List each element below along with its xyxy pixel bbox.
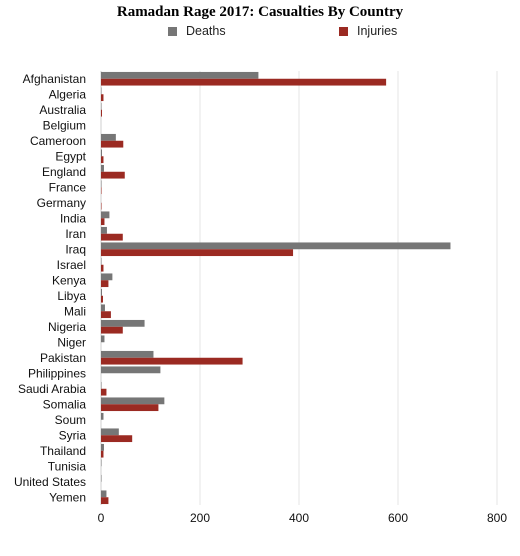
x-tick-label: 0	[98, 511, 105, 525]
category-label: Tunisia	[48, 459, 87, 473]
bar-injuries	[101, 388, 107, 396]
legend-swatch-injuries	[339, 26, 348, 36]
category-label: United States	[14, 475, 86, 489]
bar-injuries	[101, 156, 104, 164]
category-label: Afghanistan	[23, 72, 86, 86]
category-label: Philippines	[28, 366, 86, 380]
x-tick-label: 200	[190, 511, 210, 525]
legend-swatch-deaths	[168, 26, 177, 36]
bar-injuries	[101, 357, 243, 365]
category-label: Mali	[64, 304, 86, 318]
category-label: Algeria	[49, 87, 87, 101]
category-label: India	[60, 211, 86, 225]
bar-deaths	[101, 211, 110, 219]
bar-injuries	[101, 94, 104, 102]
chart-title: Ramadan Rage 2017: Casualties By Country	[116, 4, 404, 20]
bar-injuries	[101, 497, 109, 505]
bar-deaths	[101, 273, 113, 281]
bar-injuries	[101, 435, 133, 443]
bar-deaths	[101, 412, 104, 420]
category-label: Saudi Arabia	[18, 382, 86, 396]
bar-injuries	[101, 311, 111, 319]
legend-label-deaths: Deaths	[186, 24, 226, 38]
category-label: Belgium	[43, 118, 86, 132]
bar-injuries	[101, 295, 103, 303]
bar-deaths	[101, 288, 102, 296]
x-tick-label: 800	[487, 511, 507, 525]
bar-deaths	[101, 319, 145, 327]
bar-deaths	[101, 133, 116, 141]
bar-injuries	[101, 109, 102, 117]
bar-deaths	[101, 149, 102, 157]
category-label: Nigeria	[48, 320, 86, 334]
x-tick-label: 600	[388, 511, 408, 525]
bar-deaths	[101, 490, 107, 498]
bar-injuries	[101, 233, 123, 241]
legend-label-injuries: Injuries	[357, 24, 398, 38]
bar-deaths	[101, 428, 119, 436]
bar-deaths	[101, 335, 105, 343]
bar-deaths	[101, 226, 107, 234]
bar-deaths	[101, 350, 154, 358]
category-label: Thailand	[40, 444, 86, 458]
bar-deaths	[101, 304, 105, 312]
bar-deaths	[101, 443, 104, 451]
bar-injuries	[101, 249, 294, 257]
category-label: Niger	[57, 335, 86, 349]
category-label: England	[42, 165, 86, 179]
bar-injuries	[101, 450, 104, 458]
bar-injuries	[101, 404, 159, 412]
category-label: Yemen	[49, 490, 86, 504]
category-label: Somalia	[43, 397, 87, 411]
bar-injuries	[101, 171, 125, 179]
bar-injuries	[101, 78, 387, 86]
category-label: Soum	[55, 413, 86, 427]
bar-injuries	[101, 218, 105, 226]
category-label: Israel	[57, 258, 86, 272]
legend-item-injuries[interactable]: Injuries	[339, 24, 397, 38]
bar-deaths	[101, 366, 161, 374]
legend-item-deaths[interactable]: Deaths	[168, 24, 226, 38]
bar-injuries	[101, 264, 104, 272]
bar-deaths	[101, 71, 259, 79]
x-tick-label: 400	[289, 511, 309, 525]
bar-injuries	[101, 326, 123, 334]
category-label: Australia	[39, 103, 86, 117]
category-label: Libya	[57, 289, 86, 303]
category-label: Pakistan	[40, 351, 86, 365]
category-label: Iraq	[65, 242, 86, 256]
bar-deaths	[101, 397, 165, 405]
category-label: Kenya	[52, 273, 86, 287]
category-label: France	[49, 180, 87, 194]
category-label: Egypt	[55, 149, 86, 163]
category-label: Syria	[59, 428, 87, 442]
category-label: Cameroon	[30, 134, 86, 148]
category-label: Germany	[37, 196, 86, 210]
category-label: Iran	[65, 227, 86, 241]
bar-injuries	[101, 140, 124, 148]
bar-injuries	[101, 280, 109, 288]
bar-deaths	[101, 164, 104, 172]
bar-deaths	[101, 242, 451, 250]
